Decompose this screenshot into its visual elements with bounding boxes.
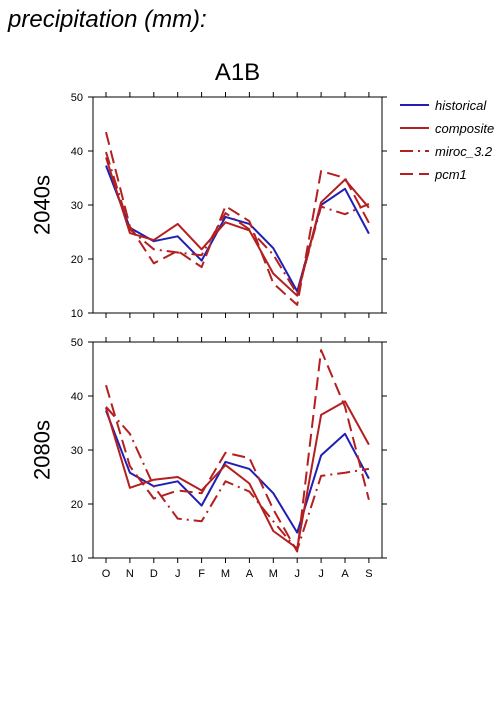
x-tick-label: F <box>198 568 205 580</box>
legend-label: pcm1 <box>434 167 467 182</box>
legend-label: historical <box>435 98 487 113</box>
series-line-historical <box>105 165 370 293</box>
panel-2040s: 10 20 30 40 50 2040s <box>30 92 387 320</box>
series-line-miroc-3-2 <box>105 406 370 551</box>
panel-frame <box>92 96 383 314</box>
y-tick-label: 10 <box>71 308 83 320</box>
series-line-pcm1 <box>105 131 370 306</box>
panel-2080s: 10 20 30 40 50 2080s O N D J F M A M J J A S <box>30 337 387 580</box>
y-tick-label: 40 <box>71 146 83 158</box>
y-tick-label: 50 <box>71 92 83 104</box>
panel-label: 2040s <box>30 175 55 235</box>
x-tick-label: M <box>269 568 278 580</box>
series-line-composite <box>105 400 370 550</box>
series-line-composite <box>105 157 370 297</box>
page-title: precipitation (mm): <box>8 6 207 33</box>
panel-label: 2080s <box>30 420 55 480</box>
x-tick-label: D <box>150 568 158 580</box>
legend-item-pcm1: pcm1 <box>400 167 467 182</box>
chart-legend: historical composite miroc_3.2 pcm1 <box>400 98 494 182</box>
y-tick-label: 50 <box>71 337 83 349</box>
legend-label: miroc_3.2 <box>435 144 493 159</box>
chart-title: A1B <box>215 59 260 86</box>
y-tick-label: 40 <box>71 391 83 403</box>
x-tick-label: M <box>221 568 230 580</box>
y-tick-label: 30 <box>71 445 83 457</box>
series-line-miroc-3-2 <box>105 151 370 296</box>
legend-label: composite <box>435 121 494 136</box>
x-tick-label: J <box>175 568 181 580</box>
legend-item-miroc-3-2: miroc_3.2 <box>400 144 493 159</box>
x-tick-label: A <box>246 568 254 580</box>
y-tick-label: 30 <box>71 200 83 212</box>
x-tick-label: N <box>126 568 134 580</box>
series-line-historical <box>105 410 370 534</box>
series-line-pcm1 <box>105 349 370 553</box>
x-tick-label: A <box>341 568 349 580</box>
x-tick-label: J <box>294 568 300 580</box>
legend-item-historical: historical <box>400 98 487 113</box>
x-tick-label: S <box>365 568 372 580</box>
x-tick-label: J <box>318 568 324 580</box>
y-tick-label: 20 <box>71 499 83 511</box>
chart-panels: 10 20 30 40 50 2040s 10 20 30 40 50 2080s O N D J F M A M J J… <box>30 92 387 580</box>
y-tick-label: 10 <box>71 553 83 565</box>
legend-item-composite: composite <box>400 121 494 136</box>
x-tick-label: O <box>102 568 111 580</box>
y-tick-label: 20 <box>71 254 83 266</box>
